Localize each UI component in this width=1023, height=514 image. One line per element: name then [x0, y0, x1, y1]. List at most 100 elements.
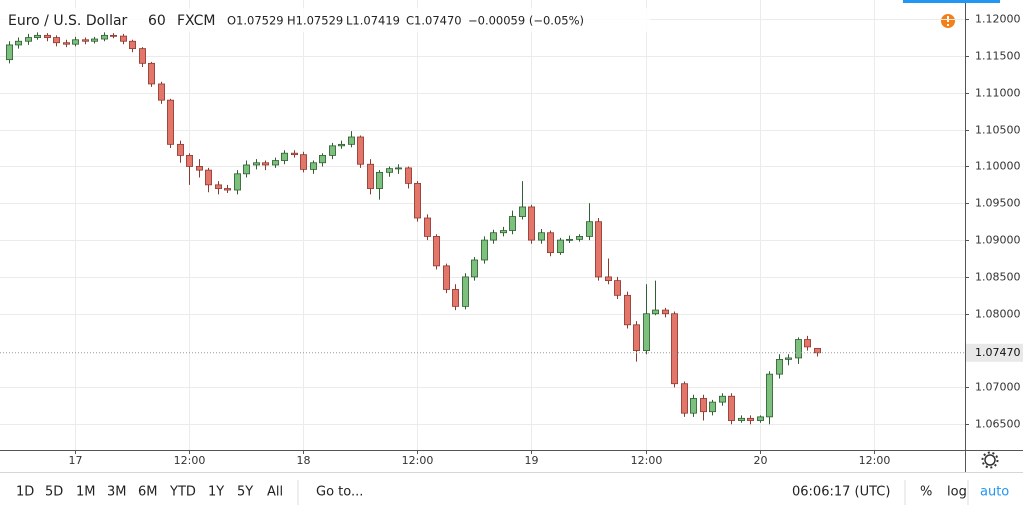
candle-body	[310, 162, 317, 170]
range-button[interactable]: 1Y	[208, 485, 224, 500]
candle-body	[63, 42, 70, 45]
candle-body	[490, 232, 497, 241]
goto-button[interactable]: Go to...	[316, 485, 363, 500]
candle-body	[509, 216, 516, 231]
ohlc-label: C1.07470	[406, 14, 462, 28]
candle-body	[500, 230, 507, 234]
candle-body	[215, 184, 222, 189]
candle-body	[462, 276, 469, 307]
candles	[6, 32, 821, 425]
candle-body	[614, 280, 621, 296]
range-button[interactable]: 6M	[138, 485, 158, 500]
candle-body	[291, 152, 298, 156]
top-accent	[903, 0, 1000, 3]
y-tick-label: 1.06500	[975, 418, 1021, 431]
range-button[interactable]: 5D	[45, 485, 63, 500]
candle-body	[243, 164, 250, 175]
candle-body	[82, 39, 89, 42]
percent-button[interactable]: %	[920, 485, 932, 500]
ohlc-label: L1.07419	[346, 14, 400, 28]
candle-body	[671, 313, 678, 385]
candle-body	[338, 143, 345, 147]
candle-body	[738, 417, 745, 421]
candle-body	[405, 167, 412, 184]
candle-body	[348, 136, 355, 145]
y-tick-label: 1.10000	[975, 160, 1021, 173]
candle-body	[386, 168, 393, 173]
candle-body	[452, 289, 459, 307]
candle-body	[652, 309, 659, 315]
candle-body	[272, 160, 279, 166]
x-tick-label: 17	[69, 454, 83, 467]
ohlc-label: H1.07529	[287, 14, 343, 28]
candle-body	[576, 236, 583, 240]
x-tick-label: 19	[525, 454, 539, 467]
candle-body	[662, 309, 669, 315]
candle-body	[25, 37, 32, 42]
candle-body	[795, 339, 802, 359]
candle-body	[785, 357, 792, 360]
x-tick-label: 20	[754, 454, 768, 467]
candle-body	[757, 416, 764, 421]
range-button[interactable]: 5Y	[237, 485, 253, 500]
x-tick-label: 12:00	[402, 454, 434, 467]
y-tick-label: 1.10500	[975, 124, 1021, 137]
candle-body	[566, 238, 573, 241]
candle-body	[586, 221, 593, 237]
settings-icon[interactable]	[981, 451, 999, 469]
candle-body	[528, 206, 535, 241]
range-button[interactable]: YTD	[169, 485, 196, 500]
candle-body	[747, 417, 754, 421]
log-button[interactable]: log	[947, 485, 967, 500]
candle-body	[34, 34, 41, 38]
candle-body	[186, 155, 193, 167]
candle-body	[443, 265, 450, 290]
candle-body	[804, 339, 811, 348]
candle-body	[776, 359, 783, 375]
candle-body	[605, 276, 612, 282]
candle-body	[110, 34, 117, 37]
candle-body	[120, 35, 127, 42]
y-tick-label: 1.11000	[975, 87, 1021, 100]
candle-body	[300, 154, 307, 170]
candle-body	[357, 136, 364, 165]
y-tick-label: 1.08000	[975, 308, 1021, 321]
candle-body	[424, 217, 431, 237]
range-button[interactable]: 3M	[107, 485, 127, 500]
y-tick-label: 1.12000	[975, 13, 1021, 26]
candle-body	[814, 348, 821, 354]
candle-body	[624, 294, 631, 326]
symbol-title: Euro / U.S. Dollar	[8, 13, 128, 29]
candle-body	[367, 163, 374, 189]
candle-body	[281, 152, 288, 161]
candle-body	[319, 155, 326, 164]
candle-body	[91, 38, 98, 42]
candle-body	[224, 188, 231, 191]
candle-body	[234, 173, 241, 191]
candle-body	[481, 239, 488, 261]
candle-body	[177, 143, 184, 156]
candle-body	[196, 166, 203, 171]
candle-body	[595, 221, 602, 278]
candle-body	[148, 62, 155, 85]
candle-body	[519, 206, 526, 217]
x-tick-label: 12:00	[859, 454, 891, 467]
range-button[interactable]: 1M	[76, 485, 96, 500]
candle-body	[395, 167, 402, 170]
source: FXCM	[177, 13, 215, 29]
auto-button[interactable]: auto	[980, 485, 1009, 500]
x-tick-label: 12:00	[631, 454, 663, 467]
candle-body	[728, 395, 735, 421]
candle-body	[471, 259, 478, 278]
settings-teeth	[981, 451, 999, 469]
range-button[interactable]: All	[267, 485, 283, 500]
range-button[interactable]: 1D	[16, 485, 34, 500]
candle-body	[72, 39, 79, 45]
candle-body	[719, 395, 726, 403]
clock: 06:06:17 (UTC)	[792, 485, 890, 500]
ohlc-label: O1.07529	[227, 14, 284, 28]
candle-body	[700, 398, 707, 413]
candle-body	[167, 99, 174, 145]
